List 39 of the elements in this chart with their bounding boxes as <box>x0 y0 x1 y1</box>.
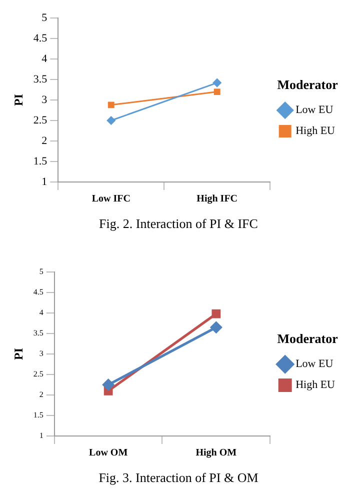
legend-label: High EU <box>296 379 336 392</box>
y-tick-label: 3.5 <box>33 73 48 86</box>
y-tick-label: 5 <box>42 12 48 24</box>
y-tick-label: 2.5 <box>33 370 44 379</box>
legend-label: High EU <box>296 125 336 138</box>
y-tick-label: 1.5 <box>33 155 48 168</box>
y-tick-label: 1 <box>42 176 48 188</box>
legend-title: Moderator <box>277 331 338 346</box>
caption: Fig. 3. Interaction of PI & OM <box>98 470 260 486</box>
y-tick-label: 4 <box>39 308 44 318</box>
y-tick-label: 3 <box>42 94 48 106</box>
y-tick-label: 1 <box>39 431 44 440</box>
caption: Fig. 2. Interaction of PI & IFC <box>98 216 259 232</box>
point <box>102 379 114 390</box>
legend-label: Low EU <box>296 358 334 370</box>
point <box>212 78 222 88</box>
y-tick-label: 2 <box>42 134 48 147</box>
y-tick-label: 5 <box>39 267 44 276</box>
x-tick-label: Low OM <box>89 448 128 459</box>
y-tick-label: 4.5 <box>33 288 44 297</box>
point <box>212 309 221 318</box>
y-tick-label: 2.5 <box>33 114 48 126</box>
y-tick-label: 4.5 <box>33 32 48 44</box>
y-tick-label: 2 <box>39 390 44 400</box>
legend-label: Low EU <box>296 104 334 116</box>
y-tick-label: 3.5 <box>33 328 44 338</box>
y-tick-label: 1.5 <box>33 410 44 420</box>
x-tick-label: High IFC <box>196 194 238 205</box>
point <box>210 322 222 334</box>
x-tick-label: Low IFC <box>92 194 130 205</box>
point <box>214 88 220 96</box>
point <box>108 102 114 108</box>
y-axis-title: PI <box>11 94 26 106</box>
point <box>106 116 116 125</box>
y-axis-title: PI <box>11 348 26 360</box>
y-tick-label: 4 <box>42 52 48 65</box>
legend-title: Moderator <box>277 77 338 92</box>
x-tick-label: High OM <box>196 448 238 459</box>
y-tick-label: 3 <box>39 349 44 358</box>
